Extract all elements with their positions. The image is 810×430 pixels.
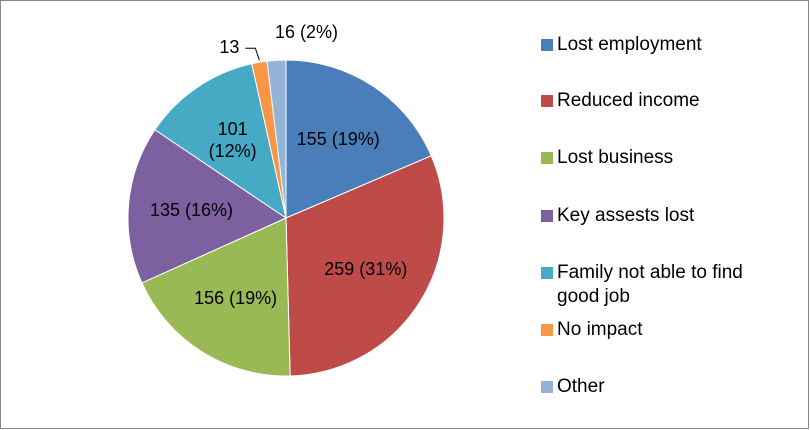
legend-swatch [541, 152, 553, 164]
leader-line [245, 47, 260, 61]
data-label: 135 (16%) [150, 199, 234, 220]
legend-label: Lost employment [557, 34, 702, 55]
legend-label: Other [557, 376, 605, 397]
pie-slice [154, 63, 287, 220]
data-label: 155 (19%) [296, 128, 380, 149]
legend-swatch [541, 381, 553, 393]
pie-slice [127, 129, 288, 284]
pie-slice [141, 217, 291, 377]
pie-slice [285, 59, 432, 219]
data-label: 16 (2%) [274, 22, 338, 43]
legend-swatch [541, 39, 553, 51]
legend-label: Lost business [557, 147, 674, 168]
legend-label: Reduced income [557, 90, 700, 111]
legend-swatch [541, 324, 553, 336]
legend-label: No impact [557, 319, 643, 340]
pie-slice [266, 59, 287, 219]
legend-swatch [541, 210, 553, 222]
legend-swatch [541, 95, 553, 107]
legend-label: Family not able to find good job [557, 262, 743, 307]
pie-slice [285, 155, 445, 377]
data-label: 259 (31%) [324, 259, 408, 280]
legend-swatch [541, 267, 553, 279]
legend-label: Key assests lost [557, 205, 695, 226]
data-label: 156 (19%) [194, 288, 278, 309]
data-label: 101 (12%) [208, 118, 257, 161]
data-label: 13 [219, 37, 240, 58]
